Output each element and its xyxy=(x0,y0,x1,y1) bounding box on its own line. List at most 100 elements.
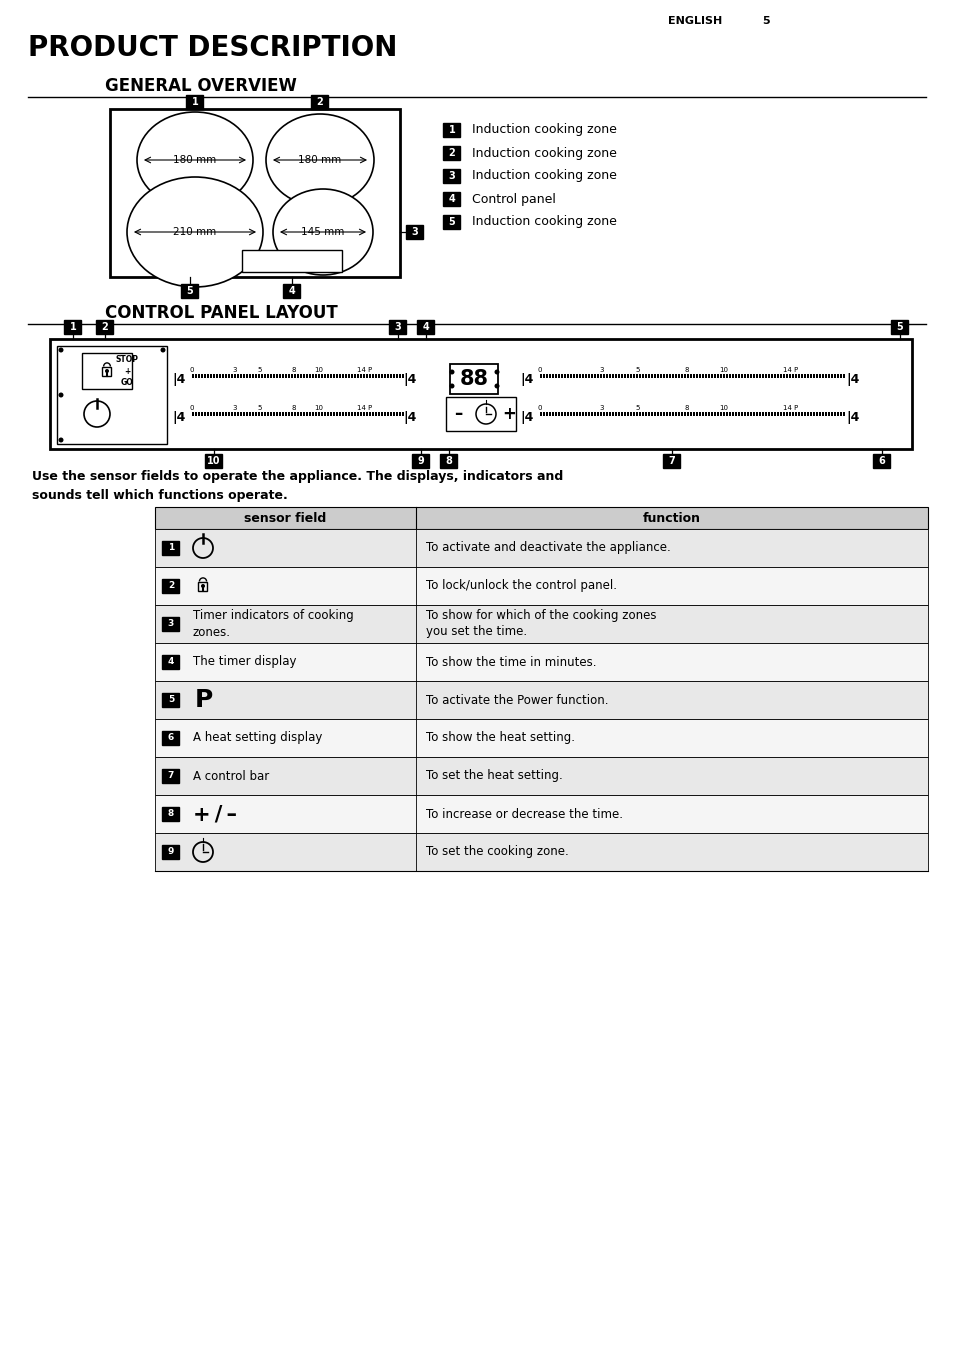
Bar xyxy=(162,845,179,859)
Bar xyxy=(566,412,568,416)
Bar xyxy=(252,412,253,416)
Bar xyxy=(780,375,781,379)
Bar xyxy=(707,412,709,416)
Bar xyxy=(312,375,314,379)
Bar xyxy=(636,412,638,416)
Bar xyxy=(605,375,607,379)
Bar xyxy=(647,412,649,416)
Bar xyxy=(734,375,736,379)
Bar xyxy=(314,375,316,379)
Text: Control panel: Control panel xyxy=(472,192,556,206)
Bar xyxy=(291,412,293,416)
Bar xyxy=(563,412,565,416)
Bar xyxy=(548,412,550,416)
Bar xyxy=(354,412,355,416)
Circle shape xyxy=(193,842,213,863)
Text: P: P xyxy=(194,688,213,713)
Text: function: function xyxy=(642,511,700,525)
Circle shape xyxy=(105,369,109,373)
Bar xyxy=(815,375,817,379)
Bar xyxy=(213,375,214,379)
Bar xyxy=(207,375,209,379)
Bar xyxy=(252,375,253,379)
Bar xyxy=(836,375,838,379)
Bar xyxy=(162,617,179,631)
Bar xyxy=(393,412,395,416)
Bar xyxy=(242,250,341,272)
Bar xyxy=(701,375,703,379)
Bar xyxy=(398,375,400,379)
Bar xyxy=(573,375,575,379)
Bar xyxy=(194,412,196,416)
Bar xyxy=(270,375,272,379)
Bar xyxy=(692,375,694,379)
Bar xyxy=(743,412,745,416)
Bar xyxy=(275,412,277,416)
Bar xyxy=(767,412,769,416)
Circle shape xyxy=(494,384,499,388)
Bar xyxy=(273,375,274,379)
Bar xyxy=(612,412,613,416)
Text: 7: 7 xyxy=(668,456,675,466)
Bar xyxy=(752,375,754,379)
Text: 5: 5 xyxy=(168,695,174,704)
Bar xyxy=(626,375,628,379)
Bar xyxy=(587,412,589,416)
Bar xyxy=(384,375,385,379)
Text: Induction cooking zone: Induction cooking zone xyxy=(472,123,617,137)
Bar xyxy=(558,375,559,379)
Bar xyxy=(623,375,625,379)
Bar xyxy=(797,375,799,379)
Bar xyxy=(320,375,322,379)
Bar xyxy=(773,412,775,416)
Text: 4: 4 xyxy=(168,657,174,667)
Bar xyxy=(558,412,559,416)
Bar xyxy=(384,412,385,416)
Text: |4: |4 xyxy=(519,373,533,385)
Bar xyxy=(803,412,805,416)
Bar xyxy=(154,566,927,604)
Bar xyxy=(233,412,235,416)
Bar xyxy=(840,412,841,416)
Bar xyxy=(827,412,829,416)
Bar xyxy=(110,110,399,277)
Circle shape xyxy=(494,369,499,375)
Bar xyxy=(722,412,724,416)
Circle shape xyxy=(58,392,64,397)
Bar xyxy=(254,412,256,416)
Bar xyxy=(303,375,304,379)
Bar xyxy=(644,375,646,379)
Text: 0: 0 xyxy=(537,406,541,411)
Bar xyxy=(254,375,256,379)
Bar xyxy=(602,412,604,416)
Circle shape xyxy=(58,347,64,353)
Bar xyxy=(345,375,347,379)
Bar xyxy=(192,412,193,416)
Text: 3: 3 xyxy=(598,366,603,373)
Text: 8: 8 xyxy=(445,456,452,466)
Text: 5: 5 xyxy=(448,218,455,227)
Bar xyxy=(154,604,927,644)
Circle shape xyxy=(58,438,64,442)
Text: The timer display: The timer display xyxy=(193,656,296,668)
Text: 3: 3 xyxy=(448,170,455,181)
Bar xyxy=(692,412,694,416)
Bar xyxy=(210,412,212,416)
Bar xyxy=(707,375,709,379)
Bar xyxy=(618,375,619,379)
Bar xyxy=(296,412,298,416)
Bar xyxy=(387,412,389,416)
Bar xyxy=(710,412,712,416)
Text: |4: |4 xyxy=(172,373,185,385)
Text: 4: 4 xyxy=(422,322,429,333)
Bar xyxy=(599,412,601,416)
Bar xyxy=(710,375,712,379)
Bar xyxy=(380,412,382,416)
Bar xyxy=(417,320,434,334)
Bar xyxy=(398,412,400,416)
Text: 10: 10 xyxy=(314,366,323,373)
Bar xyxy=(317,375,319,379)
Bar xyxy=(801,375,802,379)
Bar xyxy=(764,375,766,379)
Bar xyxy=(341,412,343,416)
